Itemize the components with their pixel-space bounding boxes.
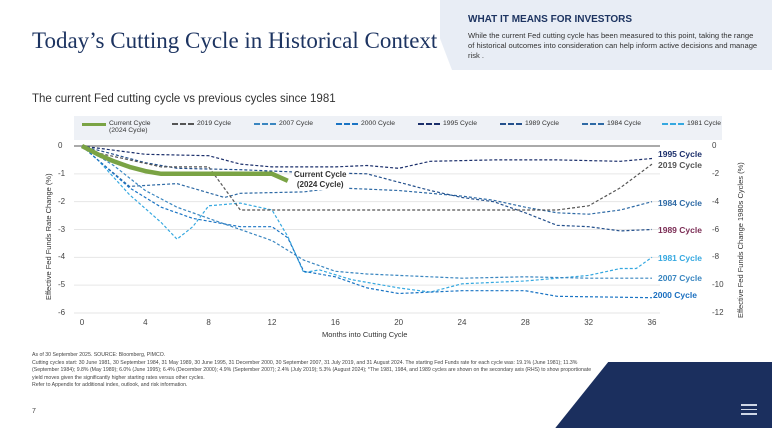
x-tick-label: 32 xyxy=(584,318,594,327)
hamburger-icon[interactable] xyxy=(741,404,757,418)
series-line-1989-cycle xyxy=(81,145,653,232)
y-right-tick-label: -6 xyxy=(712,224,720,234)
series-line-current-cycle-2024-cycle- xyxy=(80,144,289,183)
legend-label: 1995 Cycle xyxy=(443,120,478,127)
x-tick-label: 24 xyxy=(457,318,467,327)
y-right-tick-label: -4 xyxy=(712,196,720,206)
y-tick-label: -3 xyxy=(58,224,66,234)
series-label-2019: 2019 Cycle xyxy=(658,160,702,170)
y-tick-label: 0 xyxy=(58,141,63,150)
series-line-2007-cycle xyxy=(81,145,652,279)
legend-label: 2007 Cycle xyxy=(279,120,314,127)
series-line-2019-cycle xyxy=(81,145,653,211)
legend-label-line2: (2024 Cycle) xyxy=(109,127,148,134)
x-tick-label: 12 xyxy=(267,318,277,327)
y-axis-title: Effective Fed Funds Rate Change (%) xyxy=(44,173,53,300)
source-note: As of 30 September 2025. SOURCE: Bloombe… xyxy=(32,352,166,358)
legend-label: 1989 Cycle xyxy=(525,120,560,127)
y-right-tick-label: -12 xyxy=(712,308,724,317)
y-tick-label: -5 xyxy=(58,280,66,290)
y-axis-right-title: Effective Fed Funds Change 1980s Cycles … xyxy=(736,162,745,318)
annotation-line2: (2024 Cycle) xyxy=(296,180,344,189)
legend-label: 2019 Cycle xyxy=(197,120,232,127)
annotation-line1: Current Cycle xyxy=(294,170,347,179)
series-label-1984: 1984 Cycle xyxy=(658,198,702,208)
appendix-note: Refer to Appendix for additional index, … xyxy=(32,382,188,389)
y-right-tick-label: -2 xyxy=(712,168,720,178)
cycle-note: Cutting cycles start: 30 June 1981, 30 S… xyxy=(32,359,592,381)
legend-item-current: Current Cycle (2024 Cycle) xyxy=(82,120,151,134)
legend-swatch xyxy=(662,123,684,125)
series-label-1989: 1989 Cycle xyxy=(658,225,702,235)
y-right-tick-label: 0 xyxy=(712,141,717,150)
y-right-tick-label: -8 xyxy=(712,252,720,262)
page-number: 7 xyxy=(32,408,36,415)
legend-item-1995: 1995 Cycle xyxy=(418,120,477,127)
footnotes: As of 30 September 2025. SOURCE: Bloombe… xyxy=(32,352,592,390)
legend-swatch xyxy=(582,123,604,125)
series-line-1995-cycle xyxy=(81,145,653,169)
x-tick-label: 8 xyxy=(206,318,211,327)
series-line-1984-cycle xyxy=(81,145,653,215)
x-tick-label: 28 xyxy=(520,318,530,327)
panel-body: While the current Fed cutting cycle has … xyxy=(468,31,758,60)
y-right-tick-label: -10 xyxy=(712,280,724,290)
series-line-2000-cycle xyxy=(81,145,653,299)
x-tick-label: 0 xyxy=(79,318,85,327)
series-label-2007: 2007 Cycle xyxy=(658,273,702,283)
legend-item-2007: 2007 Cycle xyxy=(254,120,313,127)
x-tick-label: 4 xyxy=(143,318,148,327)
x-axis-title: Months into Cutting Cycle xyxy=(322,330,408,339)
page-title: Today’s Cutting Cycle in Historical Cont… xyxy=(32,28,438,53)
legend-item-1984: 1984 Cycle xyxy=(582,120,641,127)
y-tick-label: -4 xyxy=(58,252,66,262)
legend-item-1989: 1989 Cycle xyxy=(500,120,559,127)
panel-heading: WHAT IT MEANS FOR INVESTORS xyxy=(468,14,633,25)
chart-subtitle: The current Fed cutting cycle vs previou… xyxy=(32,93,336,105)
series-line-1981-cycle xyxy=(81,145,653,293)
legend-item-1981: 1981 Cycle xyxy=(662,120,721,127)
legend-item-2000: 2000 Cycle xyxy=(336,120,395,127)
chart-legend: Current Cycle (2024 Cycle) 2019 Cycle 200… xyxy=(74,116,722,140)
y-tick-label: -1 xyxy=(58,168,66,178)
legend-swatch xyxy=(336,123,358,125)
current-cycle-annotation: Current Cycle (2024 Cycle) xyxy=(292,170,349,190)
y-tick-label: -2 xyxy=(58,196,66,206)
x-tick-label: 16 xyxy=(330,318,340,327)
series-label-2000: 2000 Cycle xyxy=(653,290,697,300)
series-label-1995: 1995 Cycle xyxy=(658,149,702,159)
legend-label: Current Cycle (2024 Cycle) xyxy=(109,120,151,134)
y-tick-label: -6 xyxy=(58,308,66,317)
legend-label-line1: Current Cycle xyxy=(109,120,151,127)
legend-swatch xyxy=(172,123,194,125)
legend-swatch xyxy=(500,123,522,125)
investor-panel xyxy=(440,0,772,70)
legend-swatch xyxy=(82,123,106,126)
legend-swatch xyxy=(254,123,276,125)
legend-label: 1984 Cycle xyxy=(607,120,642,127)
legend-swatch xyxy=(418,123,440,125)
x-tick-label: 20 xyxy=(394,318,404,327)
x-tick-label: 36 xyxy=(647,318,657,327)
legend-item-2019: 2019 Cycle xyxy=(172,120,231,127)
legend-label: 2000 Cycle xyxy=(361,120,396,127)
legend-label: 1981 Cycle xyxy=(687,120,722,127)
series-label-1981: 1981 Cycle xyxy=(658,253,702,263)
